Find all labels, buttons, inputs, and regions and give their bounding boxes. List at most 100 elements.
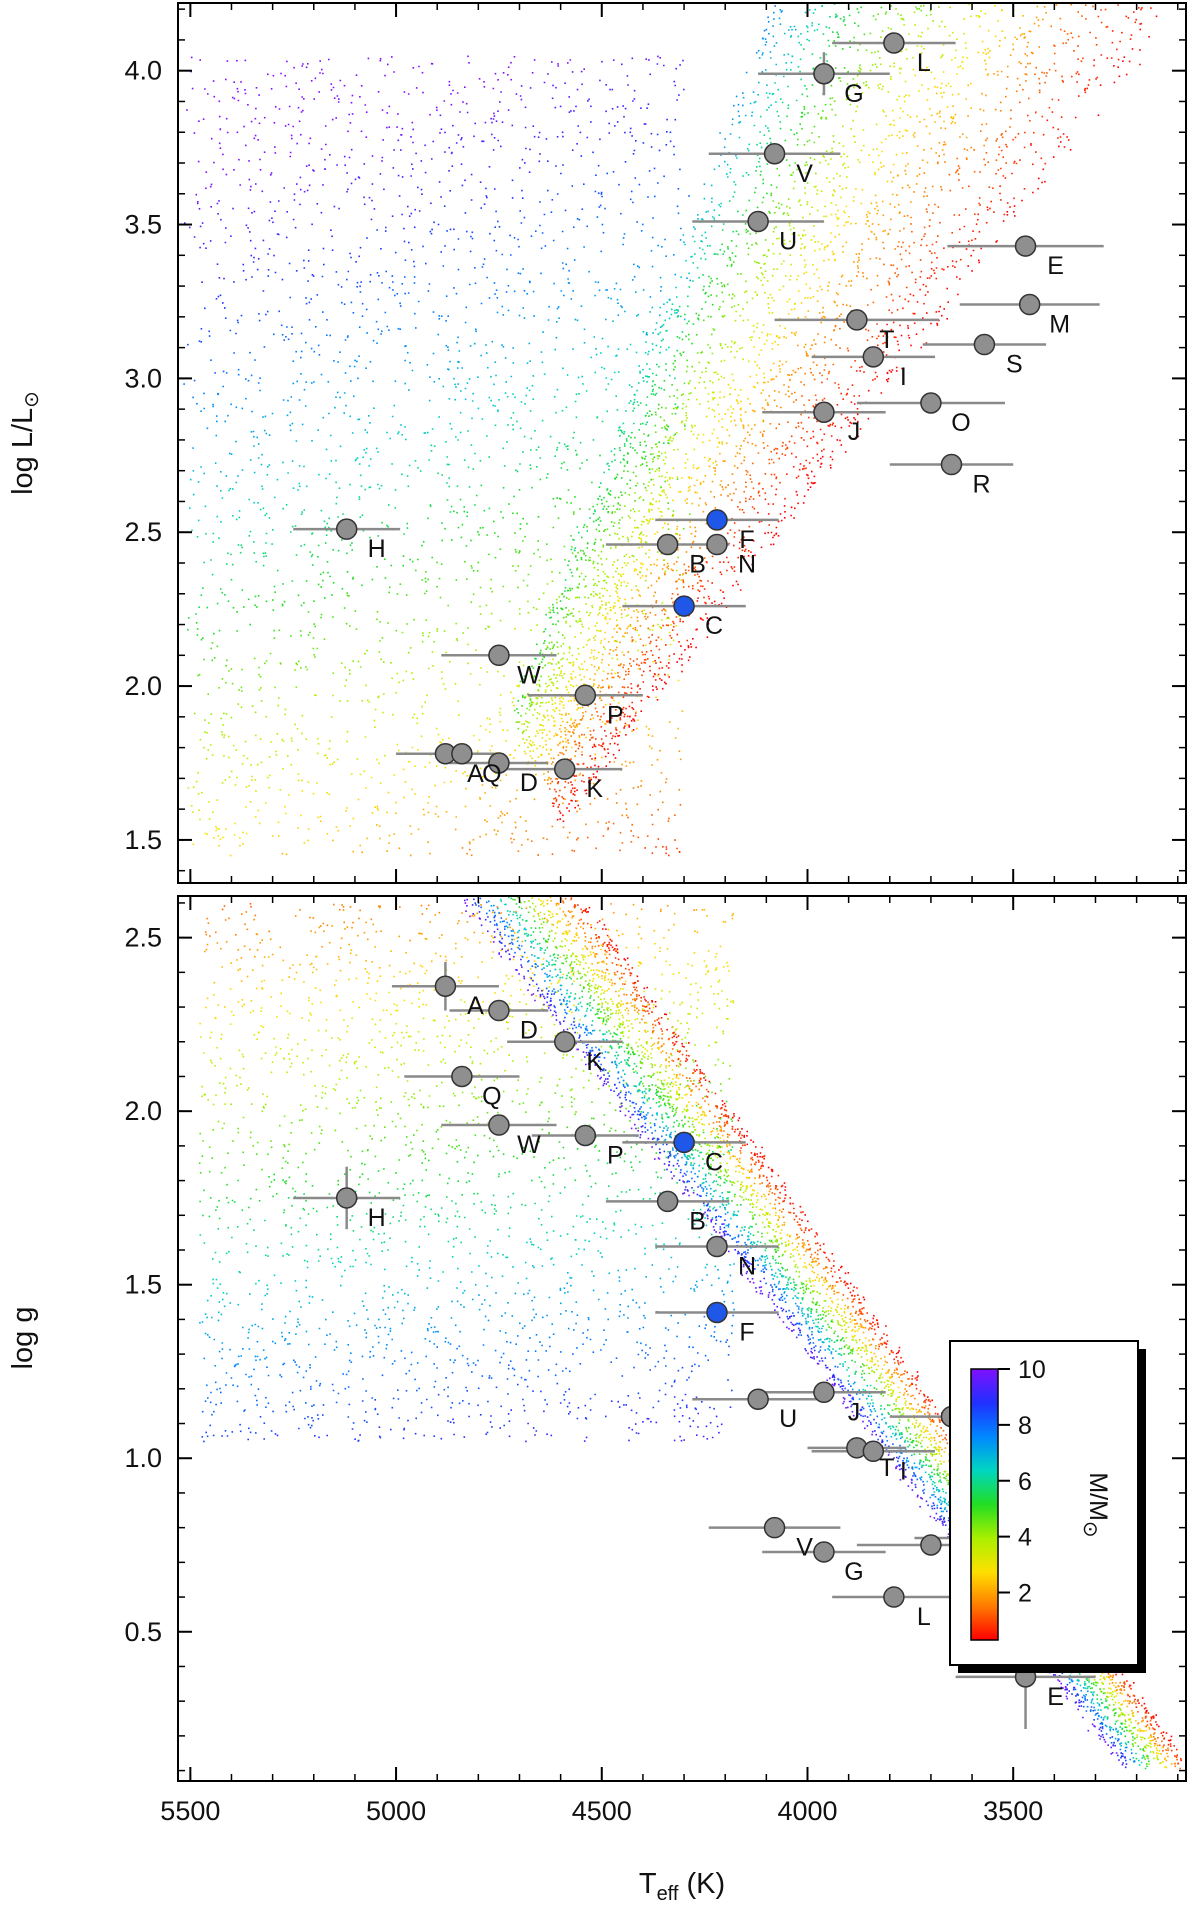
colorbar-legend: 10 8 6 4 2 M/M⊙ <box>949 1340 1146 1673</box>
star-point-P <box>574 1124 597 1147</box>
x-axis-title-unit: (K) <box>678 1868 725 1900</box>
star-point-T <box>846 309 868 331</box>
star-label-Q: Q <box>482 760 501 788</box>
x-axis-title: Teff (K) <box>639 1868 725 1905</box>
star-point-B <box>656 533 679 556</box>
hr-ylabel-text: log L/L <box>7 408 39 495</box>
star-label-B: B <box>689 551 706 579</box>
star-label-E: E <box>1047 1683 1064 1711</box>
logg-plot-frame <box>177 895 1187 1782</box>
colorbar-tick-label: 6 <box>1018 1468 1032 1496</box>
star-point-J <box>813 1381 835 1404</box>
star-label-A: A <box>467 992 484 1020</box>
star-label-U: U <box>779 227 797 255</box>
ytick-label: 2.5 <box>124 517 162 547</box>
star-point-F <box>706 509 728 531</box>
ytick-label: 2.0 <box>124 1096 162 1126</box>
logg-ylabel: log g <box>7 1307 39 1370</box>
star-point-P <box>574 684 597 707</box>
star-point-R <box>940 453 963 476</box>
xtick-label: 4000 <box>777 1796 837 1826</box>
track-dots <box>551 7 1152 812</box>
star-markers <box>335 975 1041 1688</box>
star-point-K <box>553 1031 576 1053</box>
star-point-E <box>1014 235 1037 257</box>
star-point-O <box>920 392 942 414</box>
colorbar-tick-label: 10 <box>1018 1356 1046 1384</box>
star-point-L <box>883 32 905 54</box>
star-point-B <box>656 1190 679 1213</box>
star-label-I: I <box>900 1457 907 1485</box>
star-point-M <box>1018 293 1041 316</box>
star-label-K: K <box>586 1048 603 1076</box>
star-label-F: F <box>739 526 754 554</box>
colorbar-tick-label: 8 <box>1018 1412 1032 1440</box>
track-dots <box>187 3 971 795</box>
logg-ticks: 0.5 1.0 1.5 2.0 2.5 <box>124 896 1186 1781</box>
star-label-E: E <box>1047 252 1064 280</box>
star-point-V <box>763 143 786 165</box>
star-label-B: B <box>689 1207 706 1235</box>
ytick-label: 2.0 <box>124 671 162 701</box>
xtick-label: 5000 <box>366 1796 426 1826</box>
colorbar-ticks: 10 8 6 4 2 <box>998 1356 1046 1608</box>
star-point-U <box>747 1388 769 1410</box>
hr-ylabel: log L/L⊙ <box>7 391 43 495</box>
star-label-W: W <box>517 661 541 689</box>
star-label-Q: Q <box>482 1082 501 1110</box>
star-label-J: J <box>848 418 861 446</box>
star-point-H <box>335 1187 358 1209</box>
ytick-label: 2.5 <box>124 923 162 953</box>
track-dots <box>193 59 684 249</box>
star-label-L: L <box>917 49 931 77</box>
star-label-U: U <box>779 1405 797 1433</box>
star-label-C: C <box>705 612 723 640</box>
star-point-H <box>335 518 358 540</box>
x-axis-title-T: T <box>639 1868 657 1900</box>
track-dots <box>471 904 1124 1764</box>
track-dots <box>200 9 783 430</box>
star-label-C: C <box>705 1148 723 1176</box>
star-point-L <box>883 1586 905 1608</box>
track-dots <box>186 55 572 203</box>
star-point-C <box>673 595 695 617</box>
star-point-Q <box>451 743 473 765</box>
colorbar-tick-label: 4 <box>1018 1524 1032 1552</box>
star-point-W <box>488 1114 510 1136</box>
star-label-J: J <box>848 1398 861 1426</box>
star-label-S: S <box>1006 351 1023 379</box>
star-label-V: V <box>796 1534 813 1562</box>
star-point-I <box>862 346 885 368</box>
star-point-G <box>813 63 835 85</box>
star-label-I: I <box>900 363 907 391</box>
ytick-label: 1.5 <box>124 825 162 855</box>
ytick-label: 0.5 <box>124 1617 162 1647</box>
star-label-F: F <box>739 1318 754 1346</box>
star-point-N <box>706 533 728 556</box>
hr-ylabel-symbol: ⊙ <box>21 391 43 408</box>
star-label-K: K <box>586 775 603 803</box>
star-point-C <box>673 1131 695 1154</box>
star-point-J <box>813 401 835 423</box>
track-dots <box>281 5 1039 856</box>
star-point-D <box>488 999 510 1022</box>
track-dots <box>183 5 777 405</box>
ytick-label: 3.5 <box>124 210 162 240</box>
track-dots <box>461 3 1073 857</box>
xtick-label: 4500 <box>572 1796 632 1826</box>
error-bars <box>293 41 1104 771</box>
star-label-G: G <box>844 1558 863 1586</box>
star-point-D <box>488 752 510 774</box>
star-labels: AQ D K W P C B NF H R J O IT SM E U V G L <box>368 49 1070 803</box>
xtick-label: 3500 <box>983 1796 1043 1826</box>
x-axis-title-sub: eff <box>657 1883 679 1905</box>
track-dots <box>361 6 1047 857</box>
star-markers <box>335 32 1041 780</box>
ytick-label: 1.0 <box>124 1443 162 1473</box>
star-label-T: T <box>879 326 894 354</box>
star-point-F <box>706 1301 728 1324</box>
star-label-W: W <box>517 1131 541 1159</box>
star-label-H: H <box>368 1204 386 1232</box>
star-point-O <box>920 1534 942 1556</box>
colorbar-title-text: M/M <box>1084 1472 1112 1521</box>
